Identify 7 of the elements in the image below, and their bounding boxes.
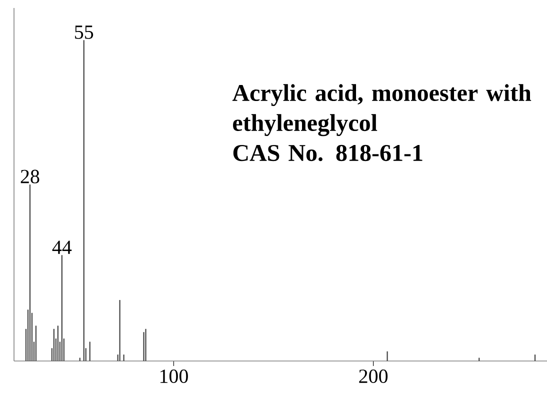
- annotation: 28: [20, 170, 40, 184]
- text: CAS No. 818-61-1: [233, 144, 422, 162]
- x-tick-label: 100: [160, 370, 188, 384]
- annotation: 55: [75, 26, 94, 39]
- text: Acrylic acid, monoester with ethyleneglycol: [232, 84, 532, 136]
- annotation: 44: [52, 240, 72, 254]
- x-tick-label: 200: [359, 370, 388, 384]
